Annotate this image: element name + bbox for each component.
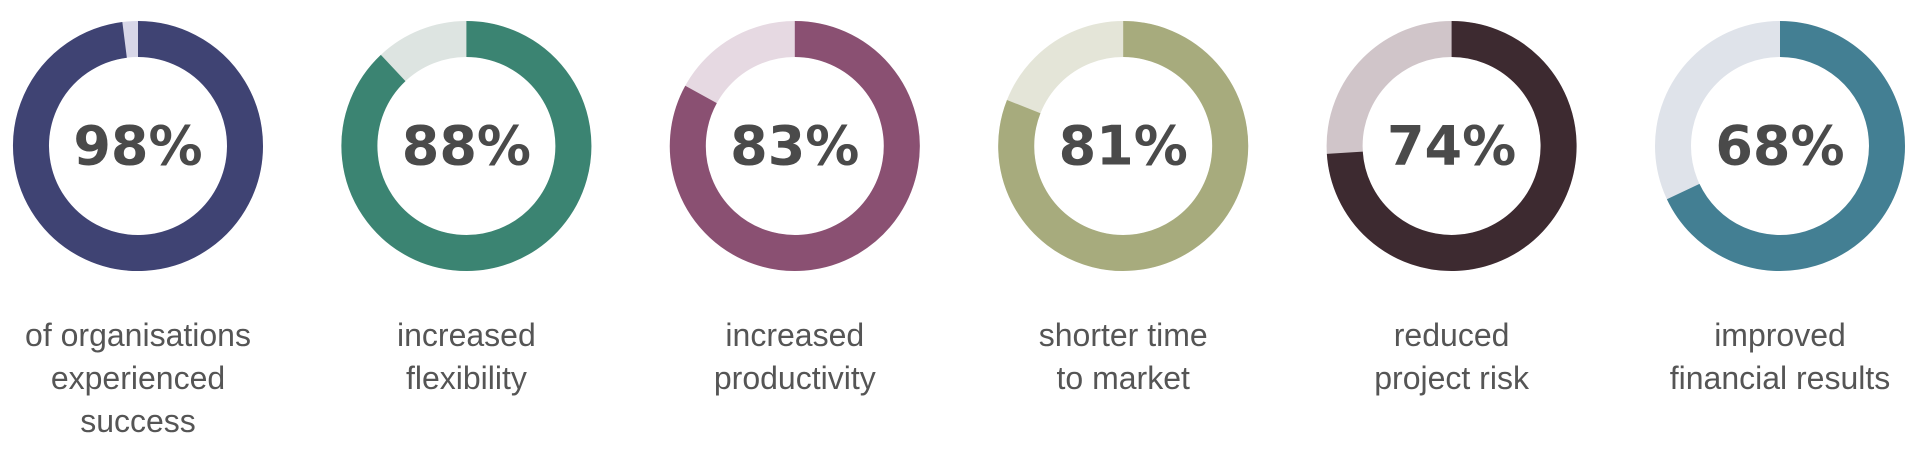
caption-line: productivity [714,360,876,396]
caption-line: flexibility [406,360,527,396]
percent-label: 74% [1387,115,1516,178]
donut-arc [669,21,920,271]
donut-arc [998,21,1249,271]
percent-label: 83% [730,115,859,178]
percent-label: 68% [1715,115,1844,178]
caption-line: experienced [51,360,225,396]
caption-line: success [80,403,196,439]
donut-arc [1666,21,1905,271]
percent-label: 88% [402,115,531,178]
caption-line: project risk [1374,360,1530,396]
percent-label: 81% [1059,115,1188,178]
caption-line: to market [1057,360,1190,396]
caption-line: increased [397,317,536,353]
caption-line: improved [1714,317,1846,353]
caption-line: of organisations [25,317,251,353]
caption-line: reduced [1394,317,1510,353]
caption-line: increased [725,317,864,353]
donut-arc [341,21,592,271]
caption-line: financial results [1670,360,1891,396]
percent-label: 98% [73,115,202,178]
donut-arc [13,21,263,271]
donut-arc [1326,21,1577,271]
caption-line: shorter time [1039,317,1208,353]
